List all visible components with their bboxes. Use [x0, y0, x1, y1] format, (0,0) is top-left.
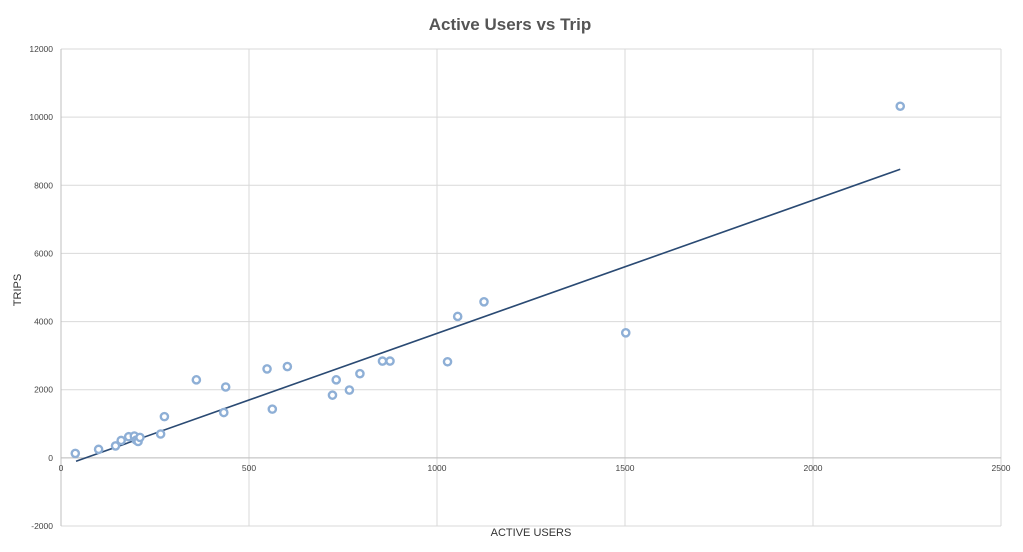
axis-lines	[60, 49, 1001, 526]
data-point	[355, 368, 365, 379]
data-point	[452, 311, 463, 322]
data-point	[895, 101, 906, 112]
x-axis-title: ACTIVE USERS	[491, 527, 572, 539]
tick-labels: -2000 0 2000 4000 6000 8000 10000 12000 0 500 1000…	[29, 44, 1010, 531]
data-point	[155, 429, 166, 439]
data-point	[267, 404, 278, 414]
data-point	[331, 375, 342, 385]
data-point	[159, 411, 170, 422]
data-point	[479, 297, 489, 307]
y-tick-label: -2000	[31, 521, 53, 531]
y-tick-label: 6000	[34, 248, 53, 258]
y-tick-label: 8000	[34, 180, 53, 190]
trendline	[75, 168, 901, 463]
data-point	[377, 356, 388, 366]
data-point	[385, 356, 395, 366]
data-point	[262, 364, 272, 374]
data-point	[70, 448, 81, 459]
data-point	[116, 435, 126, 446]
data-points	[70, 101, 906, 459]
data-point	[620, 328, 631, 338]
y-tick-label: 12000	[29, 44, 53, 54]
data-point	[93, 444, 104, 455]
grid-lines	[60, 48, 1002, 527]
data-point	[282, 361, 293, 372]
y-tick-label: 2000	[34, 385, 53, 395]
data-point	[442, 356, 453, 367]
x-tick-label: 1000	[428, 463, 447, 473]
data-point	[135, 432, 145, 443]
chart-title: Active Users vs Trip	[429, 15, 592, 34]
x-tick-label: 2500	[992, 463, 1011, 473]
x-tick-label: 0	[59, 463, 64, 473]
x-tick-label: 1500	[616, 463, 635, 473]
y-tick-label: 10000	[29, 112, 53, 122]
data-point	[344, 385, 355, 395]
data-point	[220, 382, 231, 392]
data-point	[327, 390, 338, 400]
y-tick-label: 4000	[34, 317, 53, 327]
x-tick-label: 2000	[804, 463, 823, 473]
data-point	[110, 441, 121, 451]
data-point	[219, 407, 229, 418]
y-tick-label: 0	[48, 453, 53, 463]
data-point	[191, 375, 202, 385]
y-axis-title: TRIPS	[12, 274, 24, 306]
trendline-layer	[75, 168, 901, 463]
x-tick-label: 500	[242, 463, 256, 473]
